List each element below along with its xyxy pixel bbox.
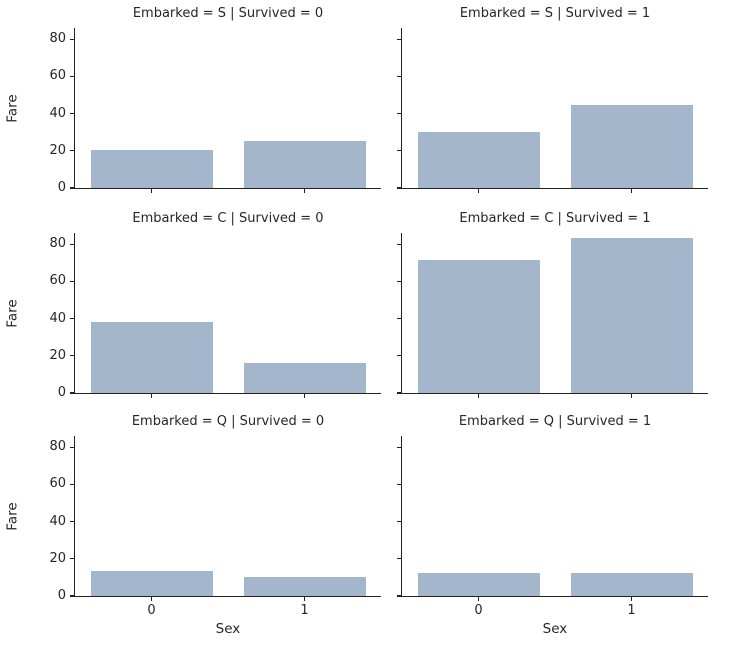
- x-tick-mark: [630, 394, 633, 398]
- y-tick-label: 80: [49, 236, 66, 252]
- plot-area: [401, 28, 708, 189]
- bar-sex-1: [570, 572, 693, 596]
- x-tick-mark: [150, 597, 153, 601]
- bar-sex-1: [570, 105, 693, 188]
- facet-title: Embarked = C | Survived = 1: [459, 211, 651, 226]
- x-tick-label: 0: [474, 603, 483, 618]
- y-tick-mark: [70, 112, 74, 115]
- y-tick-label: 60: [49, 273, 66, 289]
- y-tick-label: 0: [57, 588, 66, 603]
- bar-sex-0: [90, 322, 213, 393]
- x-tick-label: 1: [627, 603, 636, 618]
- y-tick-mark: [397, 520, 401, 523]
- facet-title: Embarked = C | Survived = 0: [132, 211, 324, 226]
- plot-area: [74, 233, 381, 394]
- x-tick-mark: [303, 597, 306, 601]
- facet-title: Embarked = S | Survived = 0: [132, 6, 324, 21]
- x-tick-mark: [303, 394, 306, 398]
- x-tick-mark: [150, 394, 153, 398]
- y-tick-mark: [70, 355, 74, 357]
- bar-sex-0: [90, 571, 213, 596]
- bar-sex-1: [570, 237, 693, 393]
- y-tick-mark: [70, 38, 74, 40]
- y-tick-mark: [397, 558, 401, 560]
- y-tick-mark: [70, 75, 74, 77]
- y-tick-label: 60: [49, 476, 66, 492]
- x-tick-mark: [303, 189, 306, 193]
- bar-sex-0: [90, 150, 213, 188]
- facet-title: Embarked = S | Survived = 1: [459, 6, 651, 21]
- facet-title: Embarked = Q | Survived = 1: [458, 414, 652, 429]
- bar-sex-0: [417, 132, 540, 188]
- y-tick-mark: [397, 280, 401, 282]
- x-tick-mark: [630, 189, 633, 193]
- y-tick-mark: [70, 243, 74, 245]
- y-tick-mark: [70, 187, 74, 189]
- x-tick-mark: [477, 394, 480, 398]
- y-tick-mark: [397, 38, 401, 40]
- y-tick-label: 20: [49, 550, 66, 566]
- y-axis-label: Fare: [4, 94, 21, 123]
- x-tick-mark: [477, 597, 480, 601]
- x-tick-label: 1: [300, 603, 309, 618]
- y-tick-mark: [397, 243, 401, 245]
- plot-area: [74, 28, 381, 189]
- y-tick-mark: [397, 187, 401, 189]
- y-tick-mark: [397, 446, 401, 448]
- y-tick-mark: [397, 317, 401, 320]
- y-tick-mark: [70, 483, 74, 485]
- y-tick-label: 60: [49, 68, 66, 84]
- y-tick-mark: [397, 150, 401, 152]
- y-tick-mark: [397, 112, 401, 115]
- y-tick-label: 20: [49, 142, 66, 158]
- y-tick-mark: [397, 595, 401, 597]
- plot-area: [74, 436, 381, 597]
- plot-area: [401, 436, 708, 597]
- y-tick-label: 0: [57, 180, 66, 195]
- plot-area: [401, 233, 708, 394]
- bar-sex-1: [243, 363, 366, 393]
- y-tick-mark: [70, 150, 74, 152]
- y-tick-mark: [70, 446, 74, 448]
- y-tick-mark: [397, 355, 401, 357]
- y-tick-label: 80: [49, 439, 66, 455]
- x-tick-mark: [150, 189, 153, 193]
- bar-sex-1: [243, 576, 366, 596]
- x-tick-mark: [477, 189, 480, 193]
- x-axis-label: Sex: [215, 621, 241, 637]
- y-tick-label: 40: [49, 310, 66, 326]
- x-tick-mark: [630, 597, 633, 601]
- y-tick-mark: [70, 558, 74, 560]
- y-tick-label: 20: [49, 347, 66, 363]
- y-tick-mark: [397, 483, 401, 485]
- bar-sex-0: [417, 573, 540, 596]
- y-tick-label: 80: [49, 31, 66, 47]
- y-tick-label: 40: [49, 105, 66, 121]
- y-tick-label: 40: [49, 513, 66, 529]
- y-tick-mark: [70, 595, 74, 597]
- bar-sex-1: [243, 140, 366, 188]
- y-axis-label: Fare: [4, 299, 21, 328]
- y-tick-mark: [397, 392, 401, 394]
- y-tick-mark: [70, 280, 74, 282]
- y-tick-mark: [70, 520, 74, 523]
- y-tick-mark: [397, 75, 401, 77]
- y-tick-label: 0: [57, 385, 66, 400]
- y-tick-mark: [70, 317, 74, 320]
- y-tick-mark: [70, 392, 74, 394]
- x-tick-label: 0: [147, 603, 156, 618]
- x-axis-label: Sex: [542, 621, 568, 637]
- bar-sex-0: [417, 260, 540, 393]
- facet-title: Embarked = Q | Survived = 0: [131, 414, 325, 429]
- y-axis-label: Fare: [4, 502, 21, 531]
